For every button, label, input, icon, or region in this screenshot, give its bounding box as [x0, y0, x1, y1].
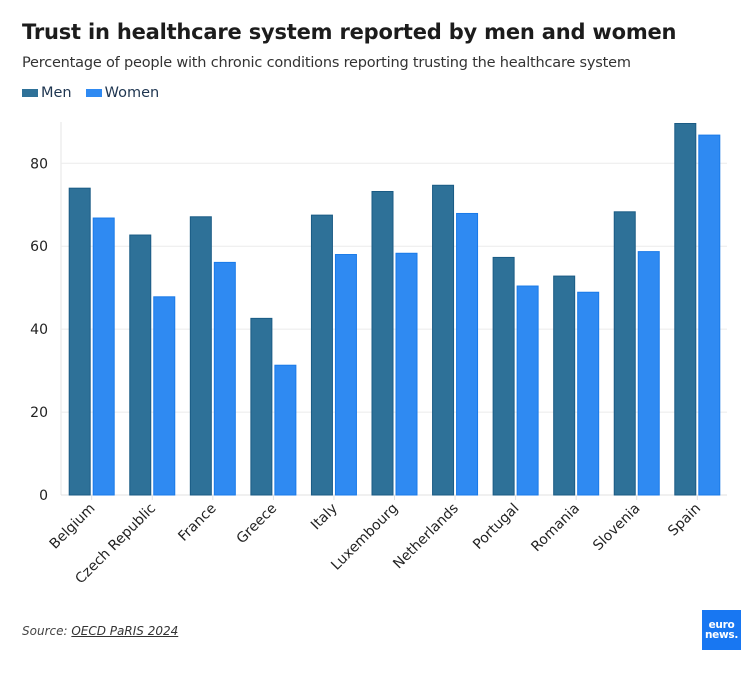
- x-tick-label: Slovenia: [590, 501, 643, 554]
- legend-label-men: Men: [41, 85, 72, 101]
- legend-swatch-women: [85, 89, 102, 97]
- y-tick-label: 60: [30, 239, 48, 255]
- y-tick-label: 0: [39, 488, 48, 504]
- bar-men-luxembourg[interactable]: [371, 190, 394, 496]
- x-tick-label: Belgium: [47, 501, 99, 553]
- logo-line-1: euro: [708, 619, 735, 631]
- chart-title: Trust in healthcare system reported by m…: [22, 20, 677, 44]
- bar-women-slovenia[interactable]: [637, 251, 660, 496]
- bar-women-romania[interactable]: [577, 291, 600, 496]
- bar-men-spain[interactable]: [674, 122, 697, 496]
- bar-men-greece[interactable]: [250, 317, 273, 496]
- bars: [68, 122, 721, 496]
- source-note: Source: OECD PaRIS 2024: [22, 624, 178, 638]
- bar-women-portugal[interactable]: [516, 285, 539, 496]
- bar-women-greece[interactable]: [274, 364, 297, 496]
- bar-women-italy[interactable]: [334, 254, 357, 496]
- bar-men-slovenia[interactable]: [613, 211, 636, 496]
- x-tick-label: France: [175, 501, 219, 545]
- x-tick-label: Spain: [665, 501, 704, 540]
- bar-women-czech-republic[interactable]: [153, 296, 176, 496]
- x-tick-label: Greece: [234, 501, 281, 548]
- source-prefix: Source:: [22, 624, 72, 638]
- x-tick-label: Portugal: [470, 501, 522, 553]
- legend: Men Women: [22, 85, 173, 101]
- bar-men-czech-republic[interactable]: [129, 234, 152, 496]
- logo-line-2: news.: [704, 629, 739, 641]
- legend-label-women: Women: [104, 85, 160, 101]
- y-axis-ticks: 0 20 40 60 80: [30, 156, 48, 504]
- bar-men-romania[interactable]: [553, 275, 576, 496]
- bar-men-belgium[interactable]: [68, 187, 91, 496]
- x-tick-label: Italy: [308, 501, 341, 534]
- legend-item-women[interactable]: Women: [85, 85, 160, 101]
- legend-swatch-men: [22, 89, 38, 97]
- y-tick-label: 20: [30, 405, 48, 421]
- bar-men-netherlands[interactable]: [432, 184, 455, 496]
- bar-men-italy[interactable]: [310, 214, 333, 496]
- bar-men-portugal[interactable]: [492, 256, 515, 496]
- y-tick-label: 40: [30, 322, 48, 338]
- bar-women-belgium[interactable]: [92, 217, 115, 496]
- bar-women-spain[interactable]: [698, 134, 721, 496]
- legend-item-men[interactable]: Men: [22, 85, 72, 101]
- bar-women-luxembourg[interactable]: [395, 252, 418, 496]
- bar-men-france[interactable]: [189, 216, 212, 496]
- y-tick-label: 80: [30, 156, 48, 172]
- x-tick-label: Netherlands: [390, 501, 462, 573]
- source-link[interactable]: OECD PaRIS 2024: [71, 624, 179, 638]
- chart-subtitle: Percentage of people with chronic condit…: [22, 55, 631, 71]
- x-tick-label: Romania: [528, 501, 583, 556]
- bar-women-france[interactable]: [213, 261, 236, 496]
- euronews-logo[interactable]: euro news.: [702, 610, 741, 650]
- bar-women-netherlands[interactable]: [456, 212, 479, 496]
